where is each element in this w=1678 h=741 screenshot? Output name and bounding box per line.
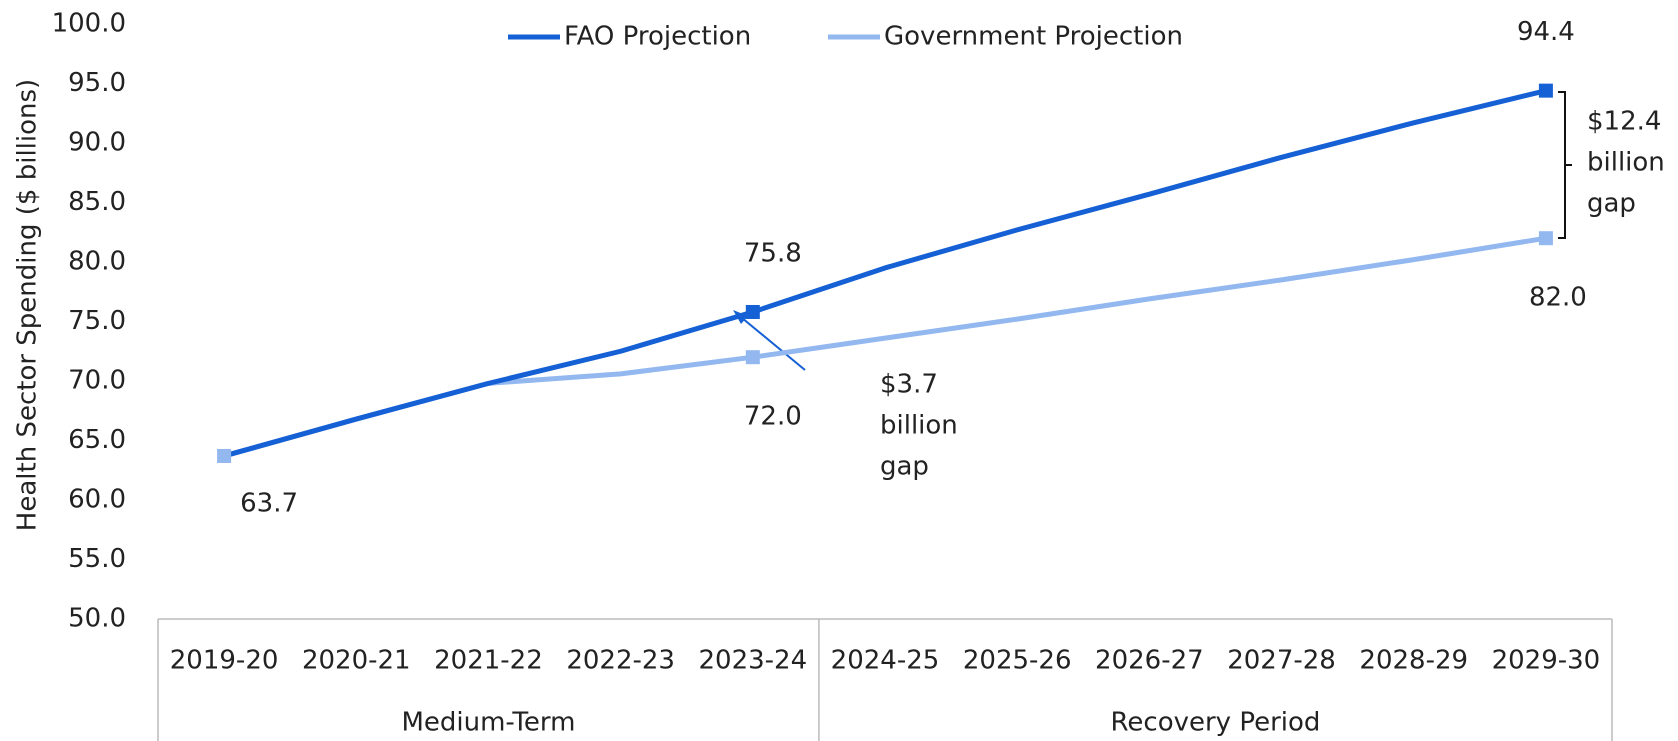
- x-tick-label: 2021-22: [434, 646, 543, 676]
- y-tick-label: 60.0: [68, 485, 126, 515]
- x-tick-label: 2022-23: [566, 646, 675, 676]
- data-label: 72.0: [744, 402, 802, 432]
- series-line: [223, 88, 1547, 459]
- marker: [745, 350, 760, 365]
- annotation: gap: [1587, 189, 1636, 219]
- legend-label: FAO Projection: [564, 22, 751, 52]
- y-tick-label: 100.0: [52, 9, 126, 39]
- y-tick-label: 95.0: [68, 68, 126, 98]
- y-tick-label: 70.0: [68, 366, 126, 396]
- annotation: $12.4: [1587, 107, 1661, 137]
- marker: [1538, 83, 1553, 98]
- annotation: billion: [880, 411, 958, 441]
- data-label: 63.7: [240, 488, 298, 518]
- x-tick-label: 2025-26: [963, 646, 1072, 676]
- annotation: gap: [880, 452, 929, 482]
- y-tick-label: 65.0: [68, 425, 126, 455]
- y-axis-label: Health Sector Spending ($ billions): [13, 79, 43, 531]
- arrow: [735, 312, 806, 371]
- group-label: Medium-Term: [401, 708, 575, 738]
- y-tick-label: 75.0: [68, 306, 126, 336]
- y-tick-label: 85.0: [68, 187, 126, 217]
- legend-label: Government Projection: [884, 22, 1183, 52]
- marker: [1538, 231, 1553, 246]
- x-tick-label: 2024-25: [831, 646, 940, 676]
- data-label: 94.4: [1517, 17, 1575, 47]
- annotation: $3.7: [880, 370, 938, 400]
- x-tick-label: 2020-21: [302, 646, 411, 676]
- y-tick-label: 90.0: [68, 128, 126, 158]
- y-tick-label: 80.0: [68, 247, 126, 277]
- bracket: [1558, 91, 1572, 239]
- marker: [217, 448, 232, 463]
- x-tick-label: 2029-30: [1492, 646, 1601, 676]
- x-tick-label: 2026-27: [1095, 646, 1204, 676]
- data-label: 75.8: [744, 238, 802, 268]
- group-label: Recovery Period: [1111, 708, 1321, 738]
- x-tick-label: 2028-29: [1359, 646, 1468, 676]
- y-tick-label: 50.0: [68, 604, 126, 634]
- annotation: billion: [1587, 148, 1665, 178]
- x-tick-label: 2023-24: [698, 646, 807, 676]
- x-tick-label: 2027-28: [1227, 646, 1336, 676]
- y-tick-label: 55.0: [68, 544, 126, 574]
- marker: [745, 304, 760, 319]
- data-label: 82.0: [1529, 283, 1587, 313]
- x-tick-label: 2019-20: [170, 646, 279, 676]
